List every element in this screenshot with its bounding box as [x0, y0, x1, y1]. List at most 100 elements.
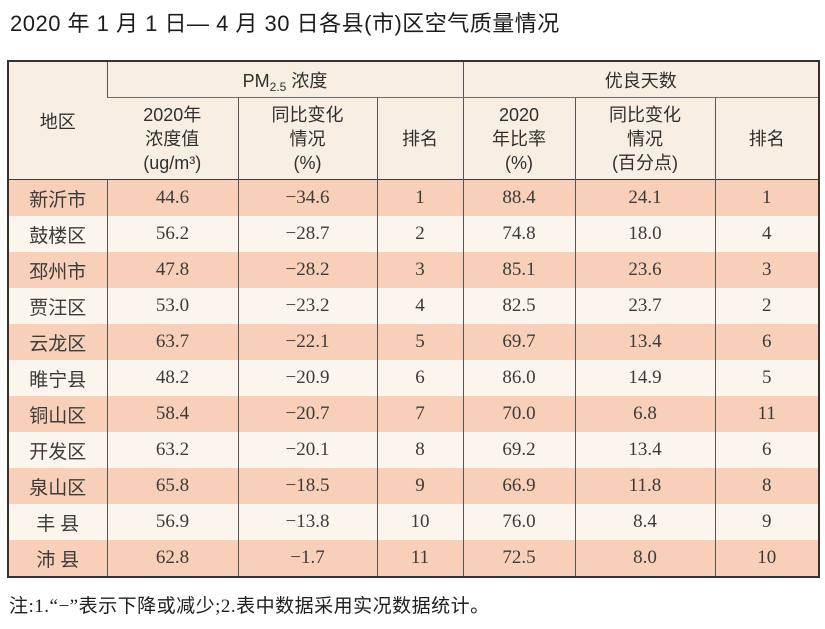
pm-rank-cell: 2	[376, 216, 463, 252]
pm-change-cell: −20.1	[237, 432, 377, 468]
pm-rank-cell: 4	[376, 288, 463, 324]
pm-change-cell: −13.8	[237, 504, 377, 540]
pm-value-cell: 65.8	[106, 468, 238, 504]
good-days-ratio-cell: 85.1	[462, 252, 575, 288]
pm-change-cell: −20.9	[237, 360, 377, 396]
pm-change-cell: −18.5	[237, 468, 377, 504]
pm-change-cell: −22.1	[237, 324, 377, 360]
region-cell: 睢宁县	[8, 360, 107, 396]
table-row: 开发区 63.2 −20.1 8 69.2 13.4 6	[8, 432, 819, 468]
good-days-ratio-cell: 76.0	[462, 504, 575, 540]
good-days-rank-cell: 4	[714, 216, 819, 252]
good-days-rank-cell: 6	[714, 324, 819, 360]
pm25-subscript: 2.5	[269, 79, 287, 94]
pm-value-cell: 58.4	[106, 396, 238, 432]
table-row: 铜山区 58.4 −20.7 7 70.0 6.8 11	[8, 396, 819, 432]
table-row: 贾汪区 53.0 −23.2 4 82.5 23.7 2	[8, 288, 819, 324]
footnote: 注:1.“−”表示下降或减少;2.表中数据采用实况数据统计。	[9, 596, 490, 617]
good-days-rank-cell: 9	[714, 504, 819, 540]
good-days-ratio-cell: 88.4	[462, 179, 575, 216]
pm-rank-cell: 11	[376, 540, 463, 577]
table-header: 地区 PM2.5 浓度 优良天数 2020年 浓度值 (ug/m³) 同比变化 情…	[8, 61, 819, 180]
pm-rank-cell: 8	[376, 432, 463, 468]
pm-value-cell: 63.7	[106, 324, 238, 360]
region-cell: 沛 县	[8, 540, 107, 577]
table-row: 邳州市 47.8 −28.2 3 85.1 23.6 3	[8, 252, 819, 288]
table-row: 云龙区 63.7 −22.1 5 69.7 13.4 6	[8, 324, 819, 360]
table-row: 丰 县 56.9 −13.8 10 76.0 8.4 9	[8, 504, 819, 540]
pm-rank-cell: 3	[376, 252, 463, 288]
good-days-ratio-cell: 74.8	[462, 216, 575, 252]
pm25-label: PM2.5 浓度	[242, 70, 328, 94]
good-days-change-cell: 8.4	[574, 504, 715, 540]
pm-change-cell: −1.7	[237, 540, 377, 577]
good-days-change-cell: 6.8	[574, 396, 715, 432]
region-cell: 贾汪区	[8, 288, 107, 324]
header-group-row: 地区 PM2.5 浓度 优良天数	[8, 61, 819, 180]
pm-rank-cell: 6	[376, 360, 463, 396]
good-days-change-cell: 18.0	[574, 216, 715, 252]
pm-rank-cell: 9	[376, 468, 463, 504]
good-days-ratio-cell: 82.5	[462, 288, 575, 324]
good-days-ratio-cell: 69.2	[462, 432, 575, 468]
pm-change-cell: −23.2	[237, 288, 377, 324]
table-row: 沛 县 62.8 −1.7 11 72.5 8.0 10	[8, 540, 819, 577]
pm-change-cell: −20.7	[237, 396, 377, 432]
good-days-ratio-cell: 66.9	[462, 468, 575, 504]
pm-value-cell: 47.8	[106, 252, 238, 288]
pm25-base-text: PM	[242, 70, 270, 91]
region-cell: 新沂市	[8, 179, 107, 216]
table-row: 泉山区 65.8 −18.5 9 66.9 11.8 8	[8, 468, 819, 504]
column-group-pm25: PM2.5 浓度	[106, 61, 463, 98]
column-header-region: 地区	[8, 61, 107, 180]
page-title: 2020 年 1 月 1 日— 4 月 30 日各县(市)区空气质量情况	[10, 11, 560, 36]
region-cell: 云龙区	[8, 324, 107, 360]
good-days-change-cell: 23.6	[574, 252, 715, 288]
page: 2020 年 1 月 1 日— 4 月 30 日各县(市)区空气质量情况 地区 …	[0, 9, 825, 629]
region-cell: 铜山区	[8, 396, 107, 432]
pm-change-cell: −28.7	[237, 216, 377, 252]
pm-rank-cell: 7	[376, 396, 463, 432]
table-body: 新沂市 44.6 −34.6 1 88.4 24.1 1 鼓楼区 56.2 −2…	[8, 179, 819, 577]
good-days-change-cell: 13.4	[574, 324, 715, 360]
good-days-ratio-cell: 86.0	[462, 360, 575, 396]
header-sub-row: 2020年 浓度值 (ug/m³) 同比变化 情况 (%) 排名 2020 年比…	[8, 97, 819, 180]
pm-value-cell: 62.8	[106, 540, 238, 577]
pm-value-cell: 53.0	[106, 288, 238, 324]
region-cell: 鼓楼区	[8, 216, 107, 252]
good-days-ratio-cell: 70.0	[462, 396, 575, 432]
good-days-change-cell: 13.4	[574, 432, 715, 468]
pm-value-cell: 48.2	[106, 360, 238, 396]
pm-rank-cell: 1	[376, 179, 463, 216]
column-header-pm-rank: 排名	[376, 97, 463, 180]
region-cell: 泉山区	[8, 468, 107, 504]
good-days-rank-cell: 8	[714, 468, 819, 504]
good-days-rank-cell: 10	[714, 540, 819, 577]
pm-rank-cell: 5	[376, 324, 463, 360]
column-header-ratio-change: 同比变化 情况 (百分点)	[574, 97, 715, 180]
good-days-rank-cell: 1	[714, 179, 819, 216]
good-days-ratio-cell: 72.5	[462, 540, 575, 577]
pm-change-cell: −28.2	[237, 252, 377, 288]
region-cell: 邳州市	[8, 252, 107, 288]
region-cell: 开发区	[8, 432, 107, 468]
table-row: 鼓楼区 56.2 −28.7 2 74.8 18.0 4	[8, 216, 819, 252]
column-header-ratio: 2020 年比率 (%)	[462, 97, 575, 180]
pm-value-cell: 44.6	[106, 179, 238, 216]
air-quality-table: 地区 PM2.5 浓度 优良天数 2020年 浓度值 (ug/m³) 同比变化 情…	[7, 60, 820, 578]
region-cell: 丰 县	[8, 504, 107, 540]
column-header-pm-change: 同比变化 情况 (%)	[237, 97, 377, 180]
good-days-ratio-cell: 69.7	[462, 324, 575, 360]
good-days-change-cell: 14.9	[574, 360, 715, 396]
good-days-change-cell: 24.1	[574, 179, 715, 216]
table-row: 新沂市 44.6 −34.6 1 88.4 24.1 1	[8, 179, 819, 216]
good-days-change-cell: 23.7	[574, 288, 715, 324]
pm25-rest-text: 浓度	[291, 70, 328, 91]
pm-rank-cell: 10	[376, 504, 463, 540]
good-days-rank-cell: 6	[714, 432, 819, 468]
good-days-change-cell: 11.8	[574, 468, 715, 504]
good-days-rank-cell: 3	[714, 252, 819, 288]
good-days-change-cell: 8.0	[574, 540, 715, 577]
pm-value-cell: 56.9	[106, 504, 238, 540]
good-days-rank-cell: 5	[714, 360, 819, 396]
